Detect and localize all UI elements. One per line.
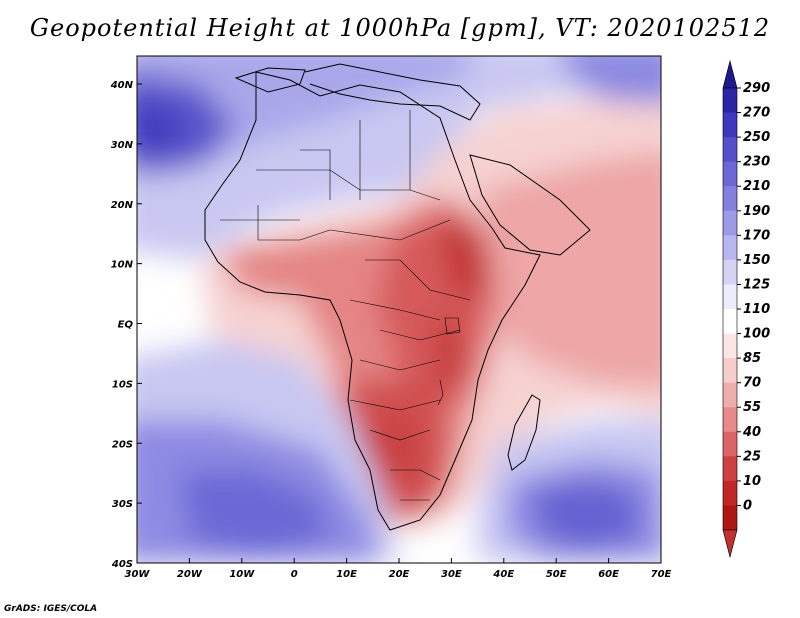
lon-label: 20W [177, 569, 203, 580]
coast-arabia [469, 154, 591, 256]
colorbar-swatch [723, 382, 737, 408]
lat-label: 10S [112, 379, 133, 390]
border-lines-north [220, 110, 441, 241]
colorbar: 2902702502302101901701501251101008570554… [722, 59, 770, 559]
colorbar-swatch [723, 456, 737, 482]
field-north-blue-mid [137, 56, 472, 177]
lat-label: 30N [111, 140, 134, 151]
field-rift-core [430, 320, 465, 395]
colorbar-bottom-arrow [722, 529, 738, 559]
colorbar-label: 230 [743, 155, 770, 170]
field-ethiopia-core [445, 220, 490, 305]
colorbar-swatch [723, 431, 737, 457]
coast-iberia [234, 67, 306, 93]
borders [220, 110, 471, 501]
field-kalahari-core [360, 420, 420, 480]
field-atlantic-low [137, 73, 235, 175]
colorbar-label: 40 [742, 425, 761, 440]
colorbar-label: 55 [743, 400, 761, 415]
colorbar-label: 125 [743, 277, 770, 292]
lat-label: 40S [111, 559, 133, 570]
colorbar-top-arrow [722, 59, 738, 89]
credit-label: GrADS: IGES/COLA [4, 604, 98, 614]
colorbar-swatch [723, 309, 737, 335]
field-white-gap [400, 520, 480, 563]
colorbar-label: 250 [743, 130, 770, 145]
colorbar-label: 190 [743, 204, 770, 219]
field-south-atlantic-core [180, 470, 330, 555]
lon-label: 30W [125, 569, 151, 580]
lon-label: 60E [598, 569, 619, 580]
colorbar-swatch [723, 333, 737, 359]
height-field [137, 56, 661, 563]
lat-label: EQ [118, 320, 134, 331]
border-lines-central [329, 219, 471, 371]
lon-label: 50E [546, 569, 567, 580]
colorbar-swatch [723, 259, 737, 285]
map-axes: 30W 20W 10W 0 10E 20E 30E 40E 50E 60E 70E 40N 30N 20N… [110, 80, 672, 580]
colorbar-swatch [723, 284, 737, 310]
colorbar-label: 0 [743, 498, 752, 513]
lat-label: 40N [110, 80, 134, 91]
lon-label: 70E [651, 569, 672, 580]
coast-mediterranean-north [304, 63, 481, 121]
lon-label: 0 [291, 569, 298, 580]
field-arabian-blue [562, 56, 661, 115]
colorbar-swatch [723, 358, 737, 384]
page-title: Geopotential Height at 1000hPa [gpm], VT… [29, 14, 771, 42]
lat-label: 30S [112, 499, 133, 510]
lon-label: 10E [336, 569, 357, 580]
coastlines [204, 63, 591, 531]
colorbar-swatch [723, 480, 737, 506]
map-area [137, 56, 661, 563]
colorbar-swatch [723, 161, 737, 187]
lake-malawi [437, 379, 444, 406]
colorbar-label: 25 [743, 449, 761, 464]
colorbar-swatch [723, 505, 737, 531]
lon-label: 40E [492, 569, 514, 580]
lat-label: 20S [112, 439, 133, 450]
colorbar-label: 290 [743, 81, 770, 96]
field-indian-ocean-rose [480, 152, 661, 389]
colorbar-label: 170 [743, 228, 770, 243]
border-lines-south [349, 399, 441, 501]
field-south-indian-core [535, 480, 640, 550]
colorbar-label: 110 [743, 302, 770, 317]
lon-label: 30E [441, 569, 462, 580]
colorbar-swatch [723, 88, 737, 114]
lon-label: 10W [229, 569, 255, 580]
colorbar-label: 150 [743, 253, 770, 268]
colorbar-swatch [723, 112, 737, 138]
colorbar-swatch [723, 407, 737, 433]
colorbar-label: 210 [743, 179, 770, 194]
colorbar-label: 270 [743, 106, 770, 121]
colorbar-swatch [723, 235, 737, 261]
colorbar-label: 100 [743, 327, 770, 342]
colorbar-label: 70 [743, 376, 761, 391]
colorbar-swatch [723, 186, 737, 212]
colorbar-swatch [723, 137, 737, 163]
colorbar-swatch [723, 210, 737, 236]
field-atlantic-core [137, 103, 190, 150]
lon-label: 20E [389, 569, 410, 580]
colorbar-label: 10 [743, 474, 761, 489]
lat-label: 20N [111, 200, 134, 211]
colorbar-label: 85 [743, 351, 761, 366]
coast-madagascar [507, 394, 541, 471]
lat-label: 10N [111, 260, 134, 271]
lake-victoria [444, 317, 461, 335]
coast-africa [204, 71, 541, 531]
